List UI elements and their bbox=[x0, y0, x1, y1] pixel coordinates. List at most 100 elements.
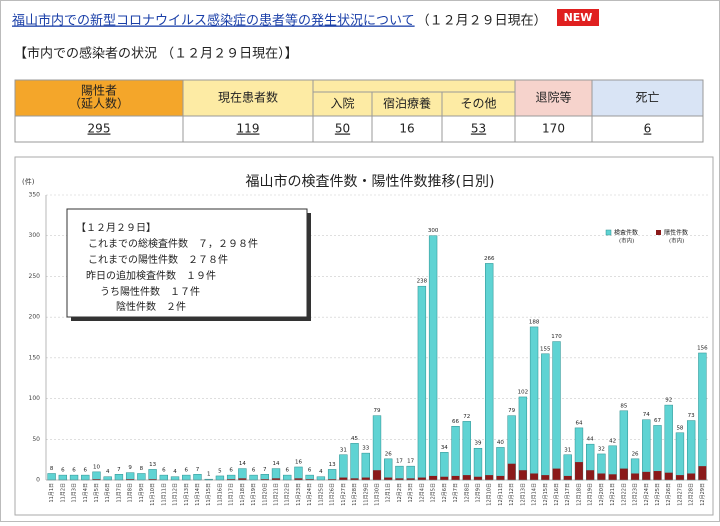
header-label: その他 bbox=[460, 97, 496, 111]
bar bbox=[619, 468, 628, 480]
x-tick-label: 11月26日 bbox=[330, 483, 336, 506]
x-tick-label: 11月18日 bbox=[240, 483, 246, 506]
x-tick-label: 11月7日 bbox=[116, 483, 122, 503]
data-label: 17 bbox=[396, 459, 403, 465]
badge-bg bbox=[557, 9, 599, 26]
data-label: 102 bbox=[518, 389, 529, 395]
bar bbox=[485, 475, 494, 480]
x-tick-label: 11月23日 bbox=[296, 483, 302, 506]
x-tick-label: 11月9日 bbox=[139, 483, 145, 503]
table-value[interactable]: 50 bbox=[335, 122, 350, 136]
y-tick-label: 0 bbox=[36, 477, 40, 484]
data-label: 7 bbox=[196, 467, 200, 473]
bar bbox=[507, 463, 516, 480]
bar bbox=[126, 479, 135, 480]
bar bbox=[529, 326, 539, 481]
x-tick-label: 11月2日 bbox=[60, 483, 66, 503]
bar bbox=[260, 474, 269, 481]
bar bbox=[271, 468, 281, 481]
y-tick-label: 200 bbox=[29, 314, 41, 321]
bar bbox=[81, 474, 90, 481]
data-label: 9 bbox=[128, 465, 132, 471]
x-tick-label: 11月27日 bbox=[341, 483, 347, 506]
bar bbox=[125, 472, 135, 481]
data-label: 6 bbox=[285, 468, 289, 474]
x-tick-label: 12月13日 bbox=[520, 483, 526, 506]
header-label: 退院等 bbox=[535, 91, 571, 105]
data-label: 4 bbox=[319, 469, 323, 475]
x-tick-label: 12月25日 bbox=[655, 483, 661, 506]
x-tick-label: 11月17日 bbox=[229, 483, 235, 506]
table-value[interactable]: 53 bbox=[471, 122, 486, 136]
bar bbox=[361, 477, 370, 480]
header-label: 入院 bbox=[330, 97, 354, 111]
bar bbox=[518, 470, 527, 480]
data-label: 238 bbox=[417, 279, 428, 285]
annotation-line: これまでの陽性件数 ２７８件 bbox=[88, 253, 228, 266]
bar bbox=[361, 452, 370, 481]
bar bbox=[148, 479, 157, 480]
x-tick-label: 12月20日 bbox=[599, 483, 605, 506]
value-cell bbox=[371, 115, 443, 143]
y-tick-label: 250 bbox=[29, 273, 41, 280]
bar bbox=[698, 466, 707, 480]
data-label: 40 bbox=[497, 440, 504, 446]
annotation-line: うち陽性件数 １７件 bbox=[100, 285, 200, 298]
data-label: 26 bbox=[385, 451, 392, 457]
x-tick-label: 12月9日 bbox=[475, 483, 481, 503]
x-tick-label: 11月22日 bbox=[285, 483, 291, 506]
data-label: 155 bbox=[540, 346, 551, 352]
x-tick-label: 11月11日 bbox=[161, 483, 167, 506]
bar bbox=[440, 452, 449, 481]
x-tick-label: 12月29日 bbox=[700, 483, 706, 506]
subheading: 【市内での感染者の状況 （１２月２９日現在）】 bbox=[14, 46, 298, 62]
table-value[interactable]: 119 bbox=[237, 122, 260, 136]
bar bbox=[485, 263, 494, 481]
data-label: 8 bbox=[140, 466, 144, 472]
badge: NEW bbox=[564, 11, 593, 24]
table-value[interactable]: 6 bbox=[644, 122, 652, 136]
bar bbox=[193, 474, 202, 481]
title-date: （１２月２９日現在） bbox=[417, 14, 547, 29]
table-value: 170 bbox=[542, 122, 565, 136]
bar bbox=[159, 474, 168, 481]
bar bbox=[518, 396, 528, 481]
bar bbox=[373, 470, 381, 480]
x-tick-label: 12月3日 bbox=[408, 483, 414, 503]
bar bbox=[474, 476, 482, 480]
bar bbox=[698, 352, 707, 481]
bar bbox=[642, 471, 651, 480]
x-tick-label: 12月21日 bbox=[610, 483, 616, 506]
x-tick-label: 11月13日 bbox=[184, 483, 190, 506]
header-cell bbox=[14, 79, 184, 117]
data-label: 45 bbox=[351, 436, 358, 442]
bar bbox=[552, 341, 561, 481]
annotation-box bbox=[66, 208, 308, 318]
data-label: 14 bbox=[273, 461, 280, 467]
table-value[interactable]: 295 bbox=[88, 122, 111, 136]
x-tick-label: 11月1日 bbox=[49, 483, 55, 503]
data-label: 34 bbox=[441, 445, 448, 451]
bar bbox=[339, 454, 348, 481]
bar bbox=[114, 474, 124, 481]
y-tick-label: 350 bbox=[29, 192, 41, 199]
x-tick-label: 11月10日 bbox=[150, 483, 156, 506]
header-label: 陽性者 bbox=[81, 84, 117, 98]
x-tick-label: 12月2日 bbox=[397, 483, 403, 503]
x-tick-label: 12月8日 bbox=[464, 483, 470, 503]
bar bbox=[384, 477, 393, 480]
bar bbox=[170, 476, 180, 481]
bar bbox=[350, 478, 359, 480]
bar bbox=[417, 477, 426, 480]
bar bbox=[530, 473, 539, 480]
data-label: 79 bbox=[374, 408, 381, 414]
legend-note: (市内) bbox=[619, 237, 634, 245]
bar bbox=[631, 473, 639, 480]
x-tick-label: 11月29日 bbox=[363, 483, 369, 506]
x-tick-label: 12月24日 bbox=[644, 483, 650, 506]
title-link[interactable]: 福山市内での新型コロナウイルス感染症の患者等の発生状況について bbox=[12, 13, 415, 29]
legend-label: 陽性件数 bbox=[664, 229, 688, 237]
table-value: 16 bbox=[399, 122, 414, 136]
bar bbox=[328, 479, 337, 480]
header-cell bbox=[591, 79, 704, 117]
